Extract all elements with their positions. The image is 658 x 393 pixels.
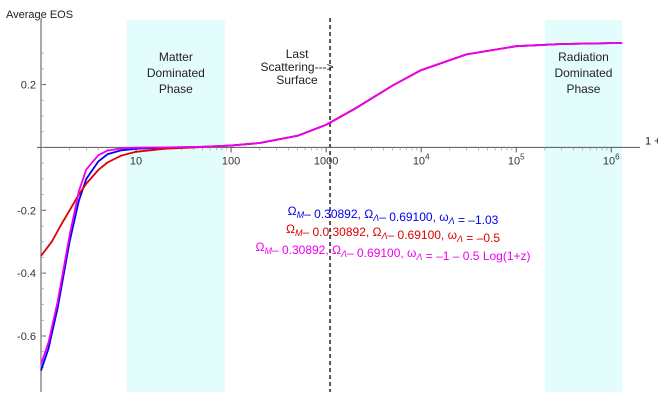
x-tick-exponent: 5 [520,152,525,161]
y-tick-label: -0.6 [17,331,36,343]
legend-subscript: M [264,246,272,256]
legend-text-part: – 0.69100, ω [347,246,416,260]
x-tick-label: 10 [130,155,142,167]
legend-subscript: Λ [372,213,379,223]
legend-subscript: Λ [340,249,347,259]
x-tick-exponent: 6 [615,152,620,161]
legend-text-part: Ω [288,204,297,218]
legend-text-part: Ω [286,222,295,236]
legend-text-part: = –1 – 0.5 Log(1+z) [422,249,530,263]
legend-entry-0: ΩM– 0.30892, ΩΛ– 0.69100, ωΛ = –1.03 [288,204,499,227]
legend-subscript: Λ [456,234,463,244]
legend-text-part: – 0.69100, ω [379,210,448,224]
phase-region-label: Matter [159,50,193,64]
series-line-2 [40,42,623,365]
legend-text-part: Ω [255,240,264,254]
x-tick-label: 1000 [314,155,338,167]
phase-region-label: Phase [566,82,600,96]
legend-text-part: – 0.0.30892, Ω [302,225,381,239]
legend-subscript: M [297,210,305,220]
phase-region-label: Radiation [558,50,609,64]
x-axis-label: 1 + z [645,135,658,147]
legend-text-part: – 0.30892, Ω [304,207,373,221]
last-scattering-label: Surface [276,73,318,87]
legend-entry-2: ΩM– 0.30892, ΩΛ– 0.69100, ωΛ = –1 – 0.5 … [255,240,530,263]
phase-region-label: Dominated [554,66,612,80]
legend-subscript: Λ [448,216,455,226]
y-tick-label: -0.4 [17,268,36,280]
x-tick-label: 104 [413,152,430,167]
y-tick-label: 0.2 [21,80,36,92]
phase-region-0 [126,20,225,392]
legend-subscript: M [295,228,303,238]
legend-entry-1: ΩM– 0.0.30892, ΩΛ– 0.69100, ωΛ = –0.5 [286,222,500,245]
legend-text-part: – 0.69100, ω [388,228,457,242]
last-scattering-label: Last [286,47,309,61]
legend-text-part: = –1.03 [455,213,499,227]
phase-region-label: Phase [159,82,193,96]
legend-text-part: = –0.5 [463,231,500,245]
x-tick-exponent: 4 [425,152,430,161]
legend-subscript: Λ [415,252,422,262]
legend-subscript: Λ [381,231,388,241]
phase-region-1 [544,20,623,392]
x-tick-label: 105 [508,152,525,167]
x-tick-label: 100 [222,155,240,167]
y-axis-label: Average EOS [6,9,73,21]
y-tick-label: -0.2 [17,205,36,217]
phase-region-label: Dominated [147,66,205,80]
last-scattering-label: Scattering---> [261,60,334,74]
legend-text-part: – 0.30892, Ω [272,243,341,257]
